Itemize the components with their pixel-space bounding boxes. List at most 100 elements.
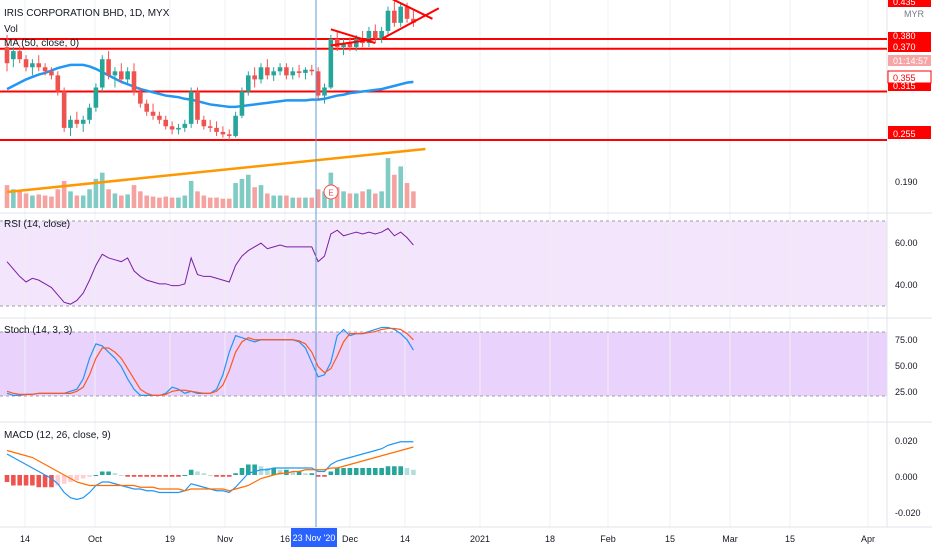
time-axis-label: 19 — [165, 534, 175, 544]
crosshair-date-box — [291, 528, 337, 547]
candle-body — [163, 119, 169, 127]
candle-body — [68, 119, 73, 128]
candle-body — [284, 67, 289, 76]
candle-body — [385, 10, 391, 31]
macd-histogram-bar — [23, 475, 29, 486]
volume-bar — [195, 191, 200, 208]
macd-histogram-bar — [30, 475, 35, 486]
candle-body — [322, 87, 327, 96]
rsi-legend[interactable]: RSI (14, close) — [4, 219, 71, 230]
volume-bar — [30, 195, 35, 208]
time-axis-label: Feb — [600, 534, 616, 544]
volume-bar — [373, 193, 378, 208]
earnings-marker-label: E — [328, 189, 333, 198]
volume-bar — [23, 193, 29, 208]
macd-histogram-bar — [4, 475, 10, 482]
pattern-trendline — [330, 28, 376, 44]
volume-bar — [49, 196, 54, 208]
time-axis-label: 14 — [400, 534, 410, 544]
volume-legend[interactable]: Vol — [4, 24, 18, 35]
candle-body — [201, 119, 207, 127]
macd-histogram-bar — [404, 468, 410, 475]
macd-histogram-bar — [284, 469, 289, 475]
macd-histogram-bar — [315, 475, 321, 477]
volume-bar — [265, 193, 270, 208]
candle-body — [150, 111, 156, 116]
stoch-axis-label: 25.00 — [895, 387, 918, 397]
macd-histogram-bar — [322, 475, 327, 477]
candle-body — [246, 75, 251, 92]
volume-bar — [119, 195, 124, 208]
macd-histogram-bar — [55, 475, 61, 486]
symbol-title[interactable]: IRIS CORPORATION BHD, 1D, MYX — [4, 8, 170, 19]
candle-body — [106, 59, 111, 76]
macd-histogram-bar — [252, 464, 257, 475]
currency-label[interactable]: MYR — [904, 9, 924, 19]
candle-body — [93, 87, 99, 108]
macd-histogram-bar — [93, 475, 99, 476]
ma-line — [6, 63, 414, 109]
candle-body — [195, 91, 200, 120]
rsi-axis-label: 40.00 — [895, 280, 918, 290]
rsi-band — [0, 221, 887, 306]
macd-axis-label: -0.020 — [895, 508, 921, 518]
macd-histogram-bar — [169, 475, 175, 477]
volume-bar — [176, 197, 181, 208]
candle-body — [328, 39, 334, 88]
candle-body — [271, 71, 276, 76]
candle-body — [112, 71, 118, 76]
volume-bar — [366, 189, 372, 208]
stoch-axis-label: 75.00 — [895, 335, 918, 345]
candle-body — [309, 69, 315, 72]
volume-bar — [277, 195, 283, 208]
macd-histogram-bar — [360, 468, 365, 475]
price-label-box — [888, 0, 931, 7]
macd-histogram-bar — [233, 473, 238, 475]
volume-bar — [404, 183, 410, 208]
ma-legend[interactable]: MA (50, close, 0) — [4, 38, 80, 49]
volume-bar — [341, 191, 346, 208]
volume-bar — [144, 195, 149, 208]
macd-histogram-bar — [163, 475, 169, 477]
macd-legend[interactable]: MACD (12, 26, close, 9) — [4, 430, 111, 441]
volume-bar — [150, 196, 156, 208]
macd-histogram-bar — [112, 473, 118, 475]
price-axis-label: 0.315 — [893, 81, 916, 91]
price-axis-label: 0.435 — [893, 0, 916, 7]
macd-histogram-bar — [87, 475, 92, 477]
macd-histogram-bar — [188, 469, 194, 475]
candle-body — [220, 131, 226, 135]
candle-body — [182, 123, 188, 128]
volume-bar — [220, 198, 226, 208]
macd-histogram-bar — [366, 468, 372, 475]
macd-histogram-bar — [11, 475, 16, 486]
stoch-axis-label: 50.00 — [895, 361, 918, 371]
macd-histogram-bar — [271, 468, 276, 475]
candle-body — [303, 69, 308, 73]
macd-axis-label: 0.020 — [895, 436, 918, 446]
candle-body — [30, 63, 35, 68]
stoch-legend[interactable]: Stoch (14, 3, 3) — [4, 325, 73, 336]
volume-bar — [163, 196, 169, 208]
time-axis-label: 2021 — [470, 534, 490, 544]
volume-bar — [112, 193, 118, 208]
pattern-trendline — [381, 7, 440, 40]
candle-body — [74, 119, 80, 124]
macd-histogram-bar — [176, 475, 181, 477]
volume-bar — [309, 197, 315, 208]
macd-histogram-bar — [398, 466, 403, 475]
candle-body — [334, 39, 340, 48]
macd-histogram-bar — [61, 475, 67, 484]
volume-bar — [74, 195, 80, 208]
volume-bar — [55, 189, 61, 208]
macd-histogram-bar — [353, 468, 359, 475]
candle-body — [80, 119, 86, 124]
candle-body — [214, 127, 219, 132]
macd-histogram-bar — [239, 468, 245, 475]
macd-histogram-bar — [277, 469, 283, 475]
candle-body — [315, 71, 321, 96]
macd-histogram-bar — [17, 475, 22, 486]
macd-axis-label: 0.000 — [895, 472, 918, 482]
